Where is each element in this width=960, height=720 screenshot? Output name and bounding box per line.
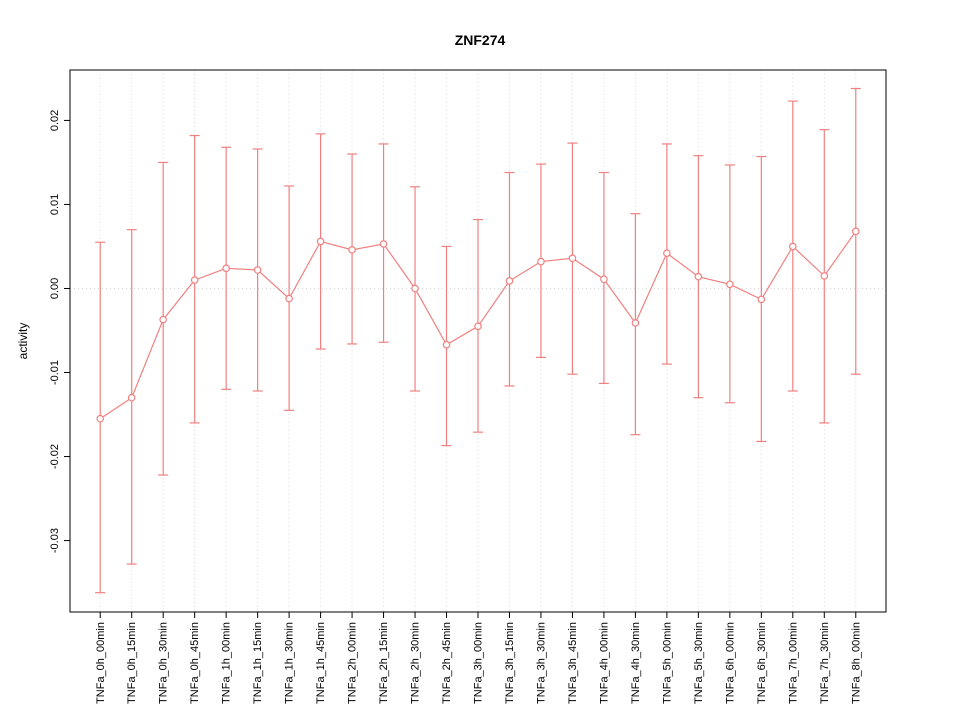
x-tick-label: TNFa_0h_45min bbox=[189, 622, 201, 704]
data-point-marker bbox=[789, 242, 797, 251]
x-tick-label: TNFa_0h_00min bbox=[95, 622, 107, 704]
data-point-marker bbox=[851, 227, 860, 236]
x-tick-label: TNFa_1h_30min bbox=[284, 622, 296, 704]
error-bars bbox=[95, 87, 861, 594]
x-tick-label: TNFa_5h_00min bbox=[661, 622, 673, 704]
x-tick-label: TNFa_0h_15min bbox=[126, 622, 138, 704]
x-tick-label: TNFa_3h_15min bbox=[504, 622, 516, 704]
x-tick-label: TNFa_2h_00min bbox=[347, 622, 359, 704]
x-tick-label: TNFa_0h_30min bbox=[158, 622, 170, 704]
data-point-marker bbox=[568, 254, 577, 263]
axes: -0.03 -0.02 -0.01 0.00 0.01 0.02 TNFa_0h_00min… bbox=[49, 110, 862, 704]
data-point-marker bbox=[505, 277, 514, 285]
x-tick-label: TNFa_1h_00min bbox=[221, 622, 233, 704]
data-point-marker bbox=[474, 322, 482, 331]
data-point-marker bbox=[631, 319, 640, 327]
data-point-marker bbox=[694, 272, 703, 281]
y-axis-label: activity bbox=[16, 323, 30, 360]
x-tick-label: TNFa_5h_30min bbox=[693, 622, 705, 704]
chart-title: ZNF274 bbox=[455, 32, 506, 48]
y-tick-label: 0.02 bbox=[49, 110, 61, 131]
x-tick-label: TNFa_2h_30min bbox=[410, 622, 422, 704]
x-tick-label: TNFa_1h_45min bbox=[315, 622, 327, 704]
x-tick-label: TNFa_8h_00min bbox=[850, 622, 862, 704]
data-point-marker bbox=[600, 275, 608, 284]
data-point-marker bbox=[663, 249, 671, 257]
x-tick-label: TNFa_2h_45min bbox=[441, 622, 453, 704]
data-point-marker bbox=[348, 246, 356, 254]
x-tick-label: TNFa_7h_00min bbox=[787, 622, 799, 704]
x-tick-label: TNFa_3h_45min bbox=[567, 622, 579, 704]
y-tick-label: 0.01 bbox=[49, 194, 61, 215]
x-tick-label: TNFa_4h_30min bbox=[630, 622, 642, 704]
x-tick-label: TNFa_6h_00min bbox=[724, 622, 736, 704]
data-point-marker bbox=[190, 276, 199, 284]
data-point-marker bbox=[442, 340, 451, 349]
x-tick-label: TNFa_1h_15min bbox=[252, 622, 264, 704]
data-point-marker bbox=[316, 237, 325, 246]
y-tick-label: -0.01 bbox=[49, 360, 61, 385]
data-points bbox=[96, 227, 860, 423]
x-tick-label: TNFa_3h_30min bbox=[535, 622, 547, 704]
data-point-marker bbox=[127, 393, 136, 402]
data-point-marker bbox=[537, 257, 545, 266]
x-tick-label: TNFa_2h_15min bbox=[378, 622, 390, 704]
x-tick-label: TNFa_7h_30min bbox=[819, 622, 831, 704]
x-tick-label: TNFa_6h_30min bbox=[756, 622, 768, 704]
data-point-marker bbox=[726, 280, 734, 289]
data-point-marker bbox=[757, 295, 766, 304]
data-point-marker bbox=[285, 294, 293, 303]
x-tick-label: TNFa_3h_00min bbox=[473, 622, 485, 704]
data-point-marker bbox=[820, 272, 829, 280]
x-tick-label: TNFa_4h_00min bbox=[598, 622, 610, 704]
data-point-marker bbox=[96, 414, 105, 423]
data-point-marker bbox=[379, 240, 388, 248]
y-tick-label: -0.02 bbox=[49, 444, 61, 469]
y-tick-label: -0.03 bbox=[49, 528, 61, 553]
data-point-marker bbox=[159, 315, 167, 324]
y-tick-label: 0.00 bbox=[49, 278, 61, 299]
data-point-marker bbox=[222, 264, 230, 273]
data-point-marker bbox=[411, 284, 419, 293]
data-point-marker bbox=[253, 266, 262, 274]
